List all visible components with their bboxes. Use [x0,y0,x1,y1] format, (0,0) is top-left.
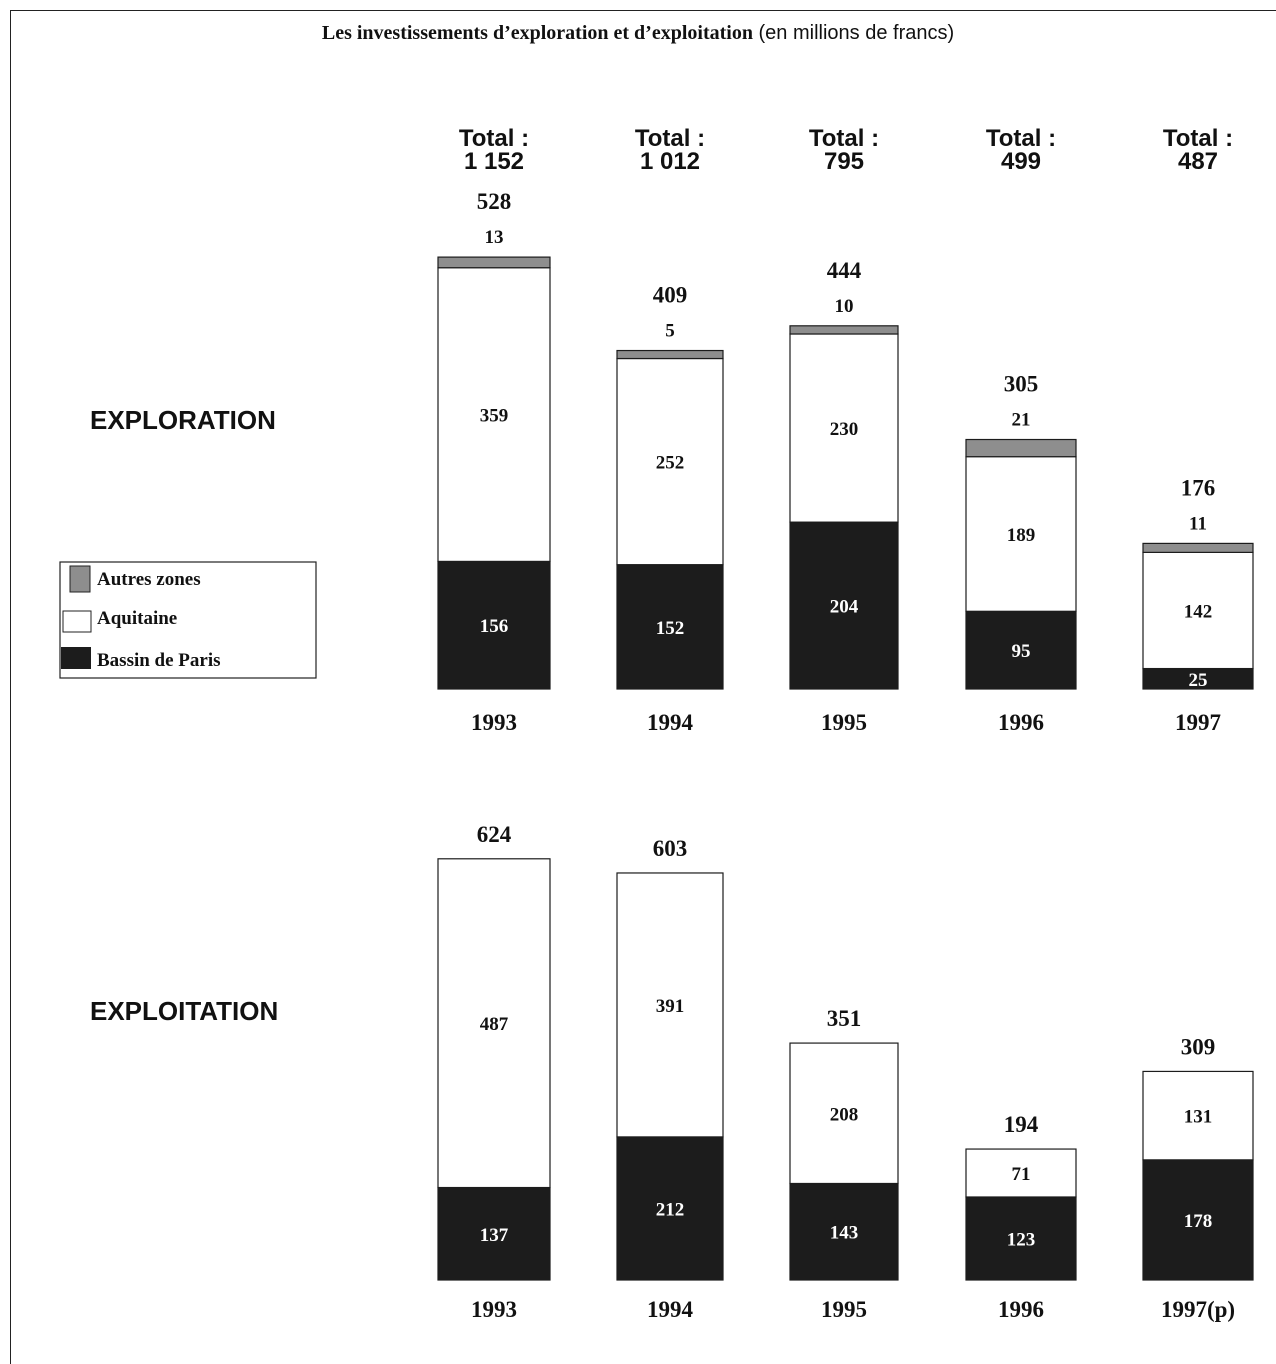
bar-segment-exploitation-bassin-de-paris-1997-p [1142,1159,1254,1281]
bar-total-exploitation-1994: 603 [653,836,688,861]
value-label-exploration-aquitaine-1997: 142 [1184,601,1213,622]
chart-title: Les investissements d’exploration et d’e… [0,22,1276,45]
value-label-exploitation-bassin-de-paris-1994: 212 [656,1199,685,1220]
section-label-exploration: EXPLORATION [90,405,276,435]
value-label-exploration-bassin-de-paris-1995: 204 [830,597,859,618]
bar-segment-exploration-autres-zones-1994 [616,349,724,360]
value-label-exploration-aquitaine-1996: 189 [1007,525,1036,546]
grand-total-value-1997: 487 [1178,148,1218,175]
value-label-exploitation-bassin-de-paris-1996: 123 [1007,1229,1036,1250]
bar-segment-exploitation-aquitaine-1994 [616,872,724,1138]
value-label-exploration-aquitaine-1994: 252 [656,453,685,474]
year-label-exploitation-1995: 1995 [821,1297,867,1322]
bar-segment-exploitation-aquitaine-1995 [789,1042,899,1185]
grand-total-heading-1997: Total : [1163,125,1233,152]
legend-swatch-autres-zones [69,565,91,593]
grand-total-heading-1994: Total : [635,125,705,152]
bar-total-exploration-1993: 528 [477,189,512,214]
bar-segment-exploration-bassin-de-paris-1993 [437,560,551,690]
value-label-exploration-autres-zones-1996: 21 [1012,410,1031,431]
year-label-exploration-1995: 1995 [821,710,867,735]
bar-segment-exploration-aquitaine-1995 [789,333,899,523]
bar-segment-exploration-autres-zones-1993 [437,256,551,269]
bar-segment-exploration-autres-zones-1995 [789,325,899,335]
bar-segment-exploration-aquitaine-1993 [437,267,551,562]
legend-swatch-bassin-de-paris [61,647,91,669]
bar-segment-exploitation-bassin-de-paris-1994 [616,1136,724,1281]
bar-segment-exploitation-aquitaine-1996 [965,1148,1077,1198]
legend-label-autres-zones: Autres zones [97,569,201,590]
legend-box [59,561,317,679]
grand-total-heading-1996: Total : [986,125,1056,152]
bar-segment-exploration-bassin-de-paris-1994 [616,564,724,690]
bar-total-exploration-1995: 444 [827,258,862,283]
year-label-exploration-1993: 1993 [471,710,517,735]
grand-total-value-1996: 499 [1001,148,1041,175]
bar-segment-exploration-aquitaine-1996 [965,456,1077,612]
year-label-exploitation-1993: 1993 [471,1297,517,1322]
value-label-exploitation-bassin-de-paris-1997-p: 178 [1184,1211,1213,1232]
value-label-exploitation-aquitaine-1997-p: 131 [1184,1107,1213,1128]
value-label-exploration-bassin-de-paris-1997: 25 [1189,670,1208,691]
bar-total-exploitation-1993: 624 [477,822,512,847]
chart-frame [10,10,1276,1364]
chart-title-unit: (en millions de francs) [758,22,955,44]
section-label-exploitation: EXPLOITATION [90,996,278,1026]
legend-swatch-aquitaine [62,610,92,633]
bar-segment-exploration-bassin-de-paris-1995 [789,521,899,690]
value-label-exploitation-aquitaine-1994: 391 [656,996,685,1017]
bar-total-exploration-1997: 176 [1181,475,1216,500]
bar-segment-exploration-aquitaine-1994 [616,357,724,566]
bar-segment-exploitation-bassin-de-paris-1996 [965,1196,1077,1281]
bar-total-exploration-1996: 305 [1004,372,1039,397]
bar-total-exploitation-1996: 194 [1004,1112,1039,1137]
value-label-exploration-aquitaine-1995: 230 [830,419,859,440]
grand-total-heading-1995: Total : [809,125,879,152]
year-label-exploration-1994: 1994 [647,710,694,735]
legend: Autres zones Aquitaine Bassin de Paris [59,561,317,679]
value-label-exploration-bassin-de-paris-1996: 95 [1012,641,1031,662]
grand-total-value-1993: 1 152 [464,148,524,175]
legend-label-aquitaine: Aquitaine [97,608,177,629]
bar-total-exploitation-1995: 351 [827,1006,862,1031]
value-label-exploration-aquitaine-1993: 359 [480,406,509,427]
year-label-exploration-1997: 1997 [1175,710,1221,735]
chart-title-main: Les investissements d’exploration et d’e… [321,22,753,44]
grand-total-heading-1993: Total : [459,125,529,152]
value-label-exploration-autres-zones-1993: 13 [485,227,504,248]
value-label-exploitation-bassin-de-paris-1995: 143 [830,1223,859,1244]
bar-segment-exploitation-aquitaine-1997-p [1142,1070,1254,1161]
value-label-exploration-autres-zones-1994: 5 [665,321,675,342]
value-label-exploitation-bassin-de-paris-1993: 137 [480,1225,509,1246]
bar-segment-exploitation-bassin-de-paris-1995 [789,1182,899,1281]
year-label-exploitation-1994: 1994 [647,1297,694,1322]
bar-segment-exploitation-aquitaine-1993 [437,858,551,1189]
value-label-exploitation-aquitaine-1995: 208 [830,1104,859,1125]
bar-total-exploitation-1997-p: 309 [1181,1034,1216,1059]
value-label-exploration-bassin-de-paris-1994: 152 [656,618,685,639]
year-label-exploration-1996: 1996 [998,710,1044,735]
year-label-exploitation-1996: 1996 [998,1297,1044,1322]
bar-segment-exploration-autres-zones-1996 [965,438,1077,458]
bar-segment-exploration-aquitaine-1997 [1142,551,1254,670]
value-label-exploitation-aquitaine-1993: 487 [480,1014,509,1035]
bar-total-exploration-1994: 409 [653,283,688,308]
value-label-exploitation-aquitaine-1996: 71 [1012,1164,1031,1185]
value-label-exploration-autres-zones-1997: 11 [1189,513,1207,534]
grand-total-value-1994: 1 012 [640,148,700,175]
legend-label-bassin-de-paris: Bassin de Paris [97,650,221,671]
bar-segment-exploration-bassin-de-paris-1996 [965,610,1077,690]
grand-total-value-1995: 795 [824,148,864,175]
bar-segment-exploration-autres-zones-1997 [1142,542,1254,553]
bar-segment-exploitation-bassin-de-paris-1993 [437,1186,551,1281]
year-label-exploitation-1997-p: 1997(p) [1161,1297,1235,1322]
value-label-exploration-bassin-de-paris-1993: 156 [480,616,509,637]
value-label-exploration-autres-zones-1995: 10 [835,296,854,317]
